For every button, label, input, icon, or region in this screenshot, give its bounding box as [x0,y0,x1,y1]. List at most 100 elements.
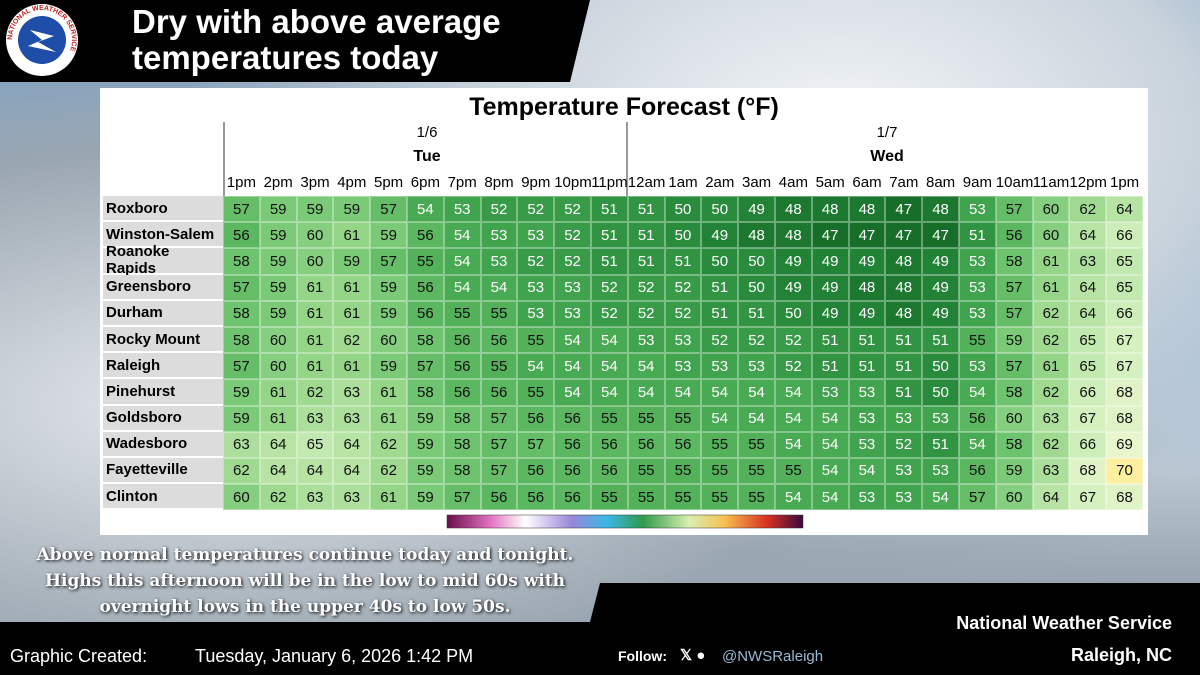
temperature-cell: 63 [333,379,371,406]
row-name: Winston-Salem [103,222,223,249]
temperature-cell: 60 [259,353,297,380]
temperature-cell: 64 [259,431,297,458]
temperature-cell: 53 [922,405,959,432]
temperature-cell: 58 [406,379,444,406]
temperature-cell: 54 [590,326,628,354]
temperature-cell: 51 [885,353,923,380]
temperature-cell: 50 [774,300,812,327]
social-icons: 𝕏 ● [680,647,706,664]
temperature-cell: 52 [554,248,591,275]
temperature-cell: 60 [1032,196,1070,223]
temperature-cell: 55 [738,484,775,511]
temperature-cell: 68 [1069,457,1107,485]
temperature-cell: 51 [701,300,739,327]
temperature-cell: 61 [370,405,407,432]
temperature-cell: 49 [738,196,775,223]
row-name: Roxboro [103,196,223,223]
temperature-cell: 54 [554,326,591,354]
hour-label: 9am [962,174,992,191]
temperature-cell: 54 [922,484,959,511]
temperature-cell: 55 [627,484,665,511]
temperature-cell: 53 [443,196,481,223]
temperature-cell: 53 [958,196,996,223]
hour-label: 10am [995,174,1034,191]
hour-label: 4pm [337,174,367,191]
temperature-cell: 58 [443,405,481,432]
temperature-cell: 48 [738,222,775,249]
temperature-cell: 49 [922,274,959,301]
temperature-cell: 53 [885,484,923,511]
temperature-cell: 57 [995,196,1033,223]
temperature-cell: 61 [296,300,334,327]
temperature-cell: 49 [774,248,812,275]
temperature-cell: 56 [664,431,702,458]
hour-label: 4am [778,174,808,191]
hour-label: 8am [925,174,956,191]
temperature-cell: 49 [774,274,812,301]
temperature-cell: 53 [922,457,959,485]
temperature-cell: 57 [370,248,407,275]
handle[interactable]: @NWSRaleigh [722,648,824,665]
temperature-cell: 48 [848,196,886,223]
temperature-cell: 62 [1032,300,1070,327]
temperature-cell: 59 [296,196,334,223]
temperature-cell: 61 [296,274,334,301]
temperature-cell: 57 [995,274,1033,301]
temperature-cell: 62 [333,326,371,354]
temperature-cell: 52 [554,222,591,249]
temperature-cell: 53 [885,405,923,432]
temperature-cell: 49 [922,300,959,327]
temperature-cell: 54 [848,457,886,485]
hour-label: 5am [815,174,845,191]
temperature-cell: 52 [774,326,812,354]
temperature-cell: 48 [885,300,923,327]
temperature-cell: 51 [811,326,849,354]
temperature-cell: 68 [1106,484,1143,511]
temperature-cell: 51 [590,248,628,275]
temperature-cell: 59 [333,248,371,275]
temperature-cell: 50 [664,222,702,249]
temperature-cell: 57 [406,353,444,380]
temperature-cell: 53 [738,353,775,380]
temperature-cell: 50 [701,196,739,223]
temperature-cell: 54 [443,222,481,249]
temperature-cell: 53 [480,248,518,275]
hour-label: 12pm [1069,174,1107,191]
temperature-cell: 54 [811,484,849,511]
temperature-cell: 68 [1106,405,1143,432]
temperature-cell: 63 [1032,457,1070,485]
temperature-cell: 60 [296,248,334,275]
temperature-cell: 53 [480,222,518,249]
temperature-cell: 59 [406,405,444,432]
temperature-cell: 49 [848,300,886,327]
temperature-cell: 51 [627,222,665,249]
temperature-cell: 54 [443,274,481,301]
temperature-cell: 56 [480,379,518,406]
temperature-cell: 53 [517,222,555,249]
date: 1/7 [876,124,898,141]
hour-label: 11am [1032,174,1070,191]
temperature-cell: 53 [627,326,665,354]
temperature-cell: 61 [259,405,297,432]
temperature-cell: 64 [1106,196,1143,223]
temperature-cell: 54 [554,379,591,406]
hour-label: 6am [852,174,882,191]
day: Wed [870,148,904,165]
temperature-cell: 61 [1032,353,1070,380]
temperature-cell: 60 [370,326,407,354]
temperature-cell: 52 [774,353,812,380]
temperature-cell: 51 [627,196,665,223]
temperature-cell: 51 [848,326,886,354]
temperature-cell: 53 [958,353,996,380]
hour-label: 2pm [263,174,293,191]
temperature-cell: 54 [443,248,481,275]
temperature-cell: 47 [848,222,886,249]
temperature-cell: 69 [1106,431,1143,458]
row-name: Pinehurst [103,379,223,406]
temperature-cell: 54 [590,353,628,380]
temperature-cell: 57 [480,457,518,485]
temperature-cell: 65 [1106,274,1143,301]
temperature-cell: 62 [1032,431,1070,458]
hour-label: 3pm [300,174,330,191]
temperature-cell: 56 [406,274,444,301]
